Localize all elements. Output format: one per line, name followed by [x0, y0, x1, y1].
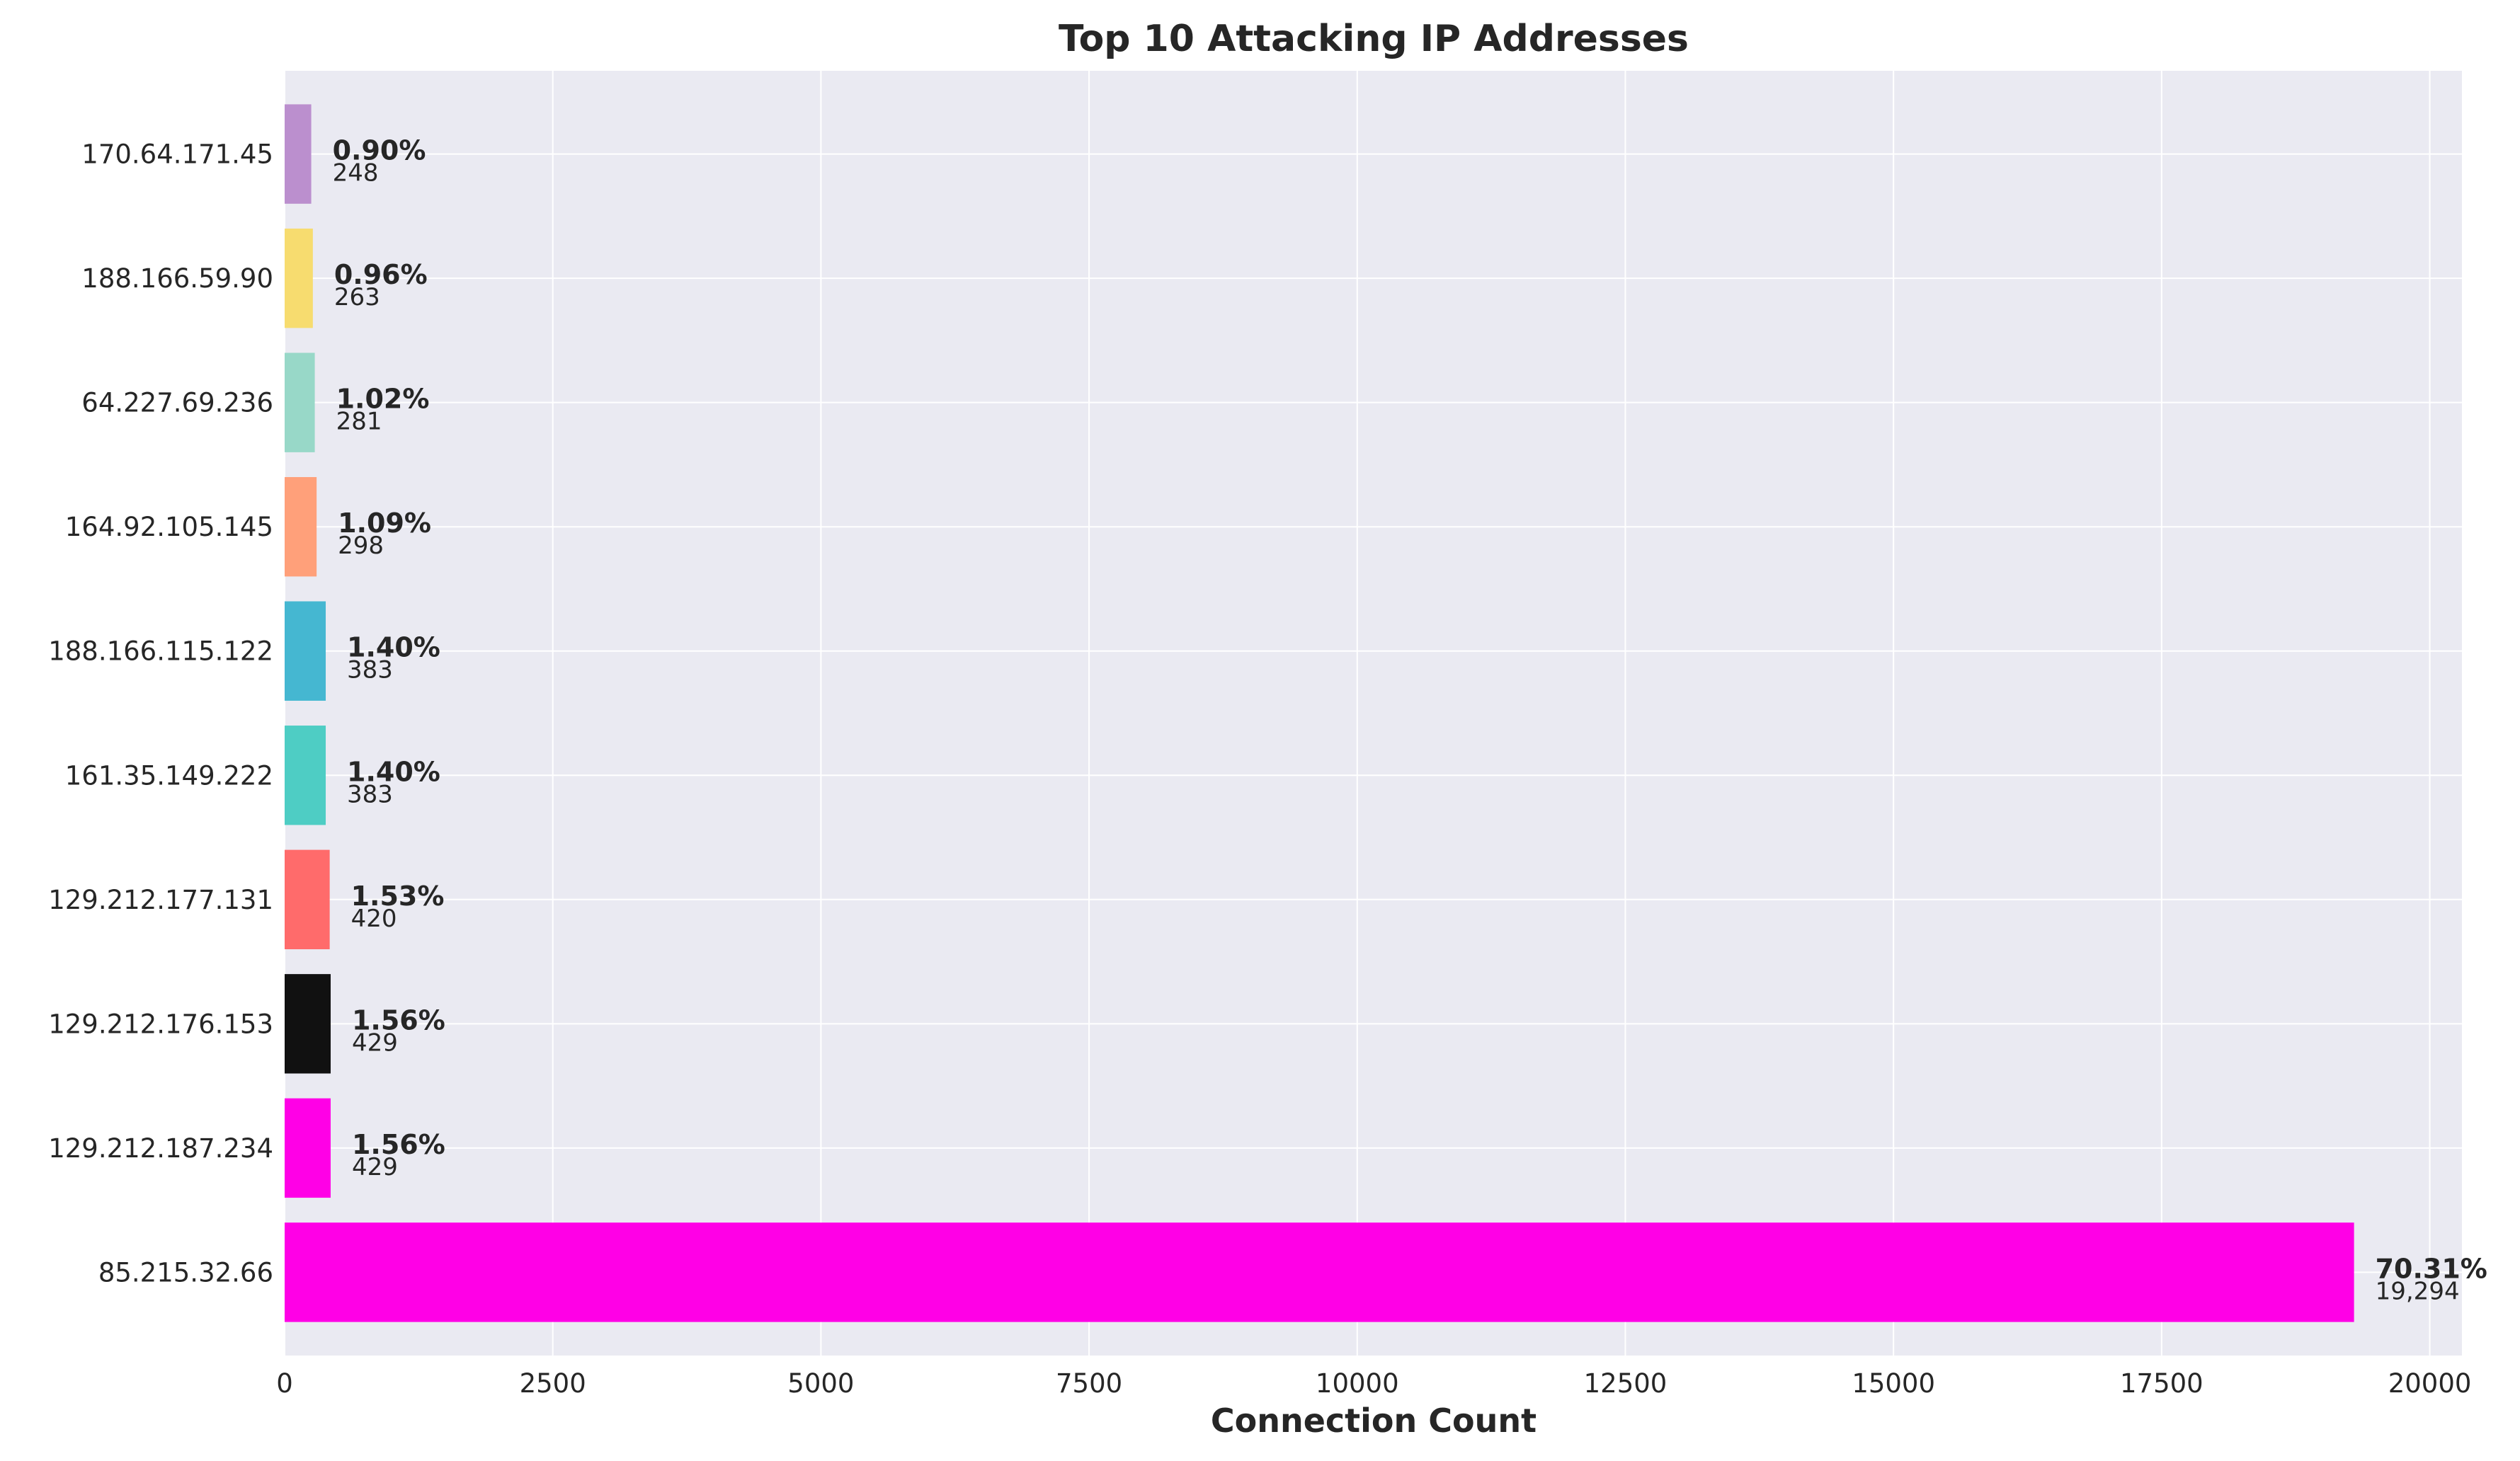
bar-percent-label: 0.90%: [333, 135, 426, 166]
y-tick-label: 188.166.115.122: [48, 636, 273, 667]
bar-count-label: 383: [347, 780, 393, 808]
bar-count-label: 298: [338, 532, 384, 560]
x-tick-label: 0: [276, 1368, 293, 1399]
bar: [285, 849, 330, 950]
bar-percent-label: 1.53%: [351, 881, 445, 912]
bar: [285, 476, 317, 577]
x-tick-label: 17500: [2120, 1368, 2203, 1399]
x-tick-label: 5000: [787, 1368, 854, 1399]
bar-count-label: 19,294: [2376, 1277, 2460, 1305]
bar-percent-label: 0.96%: [334, 259, 428, 290]
bar-count-label: 248: [333, 159, 379, 188]
x-axis-label: Connection Count: [1211, 1402, 1536, 1440]
chart-title: Top 10 Attacking IP Addresses: [1059, 18, 1689, 60]
y-tick-label: 129.212.187.234: [48, 1133, 273, 1164]
x-tick-label: 15000: [1852, 1368, 1935, 1399]
bar-percent-label: 1.56%: [352, 1004, 445, 1036]
y-tick-label: 85.215.32.66: [98, 1257, 273, 1288]
x-tick-label: 12500: [1584, 1368, 1667, 1399]
bar: [285, 726, 326, 825]
bar-count-label: 383: [347, 656, 393, 684]
bar: [285, 353, 315, 452]
y-tick-label: 164.92.105.145: [65, 512, 273, 542]
y-axis-ticks: 85.215.32.66 129.212.187.234 129.212.176.1…: [48, 139, 273, 1288]
bar: [285, 1222, 2354, 1322]
bar-count-label: 263: [334, 283, 380, 311]
bar-labels: 70.31%19,2941.56%4291.56%4291.53%4201.40…: [333, 135, 2487, 1306]
x-tick-label: 7500: [1056, 1368, 1122, 1399]
x-tick-label: 10000: [1316, 1368, 1399, 1399]
bar-count-label: 420: [351, 905, 397, 933]
y-tick-label: 129.212.177.131: [48, 885, 273, 915]
bar: [285, 601, 326, 701]
bar-percent-label: 1.09%: [338, 508, 431, 539]
bar: [285, 974, 331, 1074]
bar-count-label: 429: [352, 1029, 398, 1057]
y-tick-label: 188.166.59.90: [81, 263, 273, 294]
x-axis-ticks: 0 2500 5000 7500 10000 12500 15000 17500 20000: [276, 1368, 2471, 1399]
y-tick-label: 170.64.171.45: [81, 139, 273, 170]
x-tick-label: 2500: [520, 1368, 586, 1399]
x-gridlines: [284, 71, 2431, 1356]
bars: [285, 104, 2354, 1322]
bar: [285, 1098, 331, 1198]
bar-percent-label: 1.56%: [352, 1129, 445, 1160]
y-tick-label: 161.35.149.222: [65, 760, 273, 791]
y-tick-label: 129.212.176.153: [48, 1009, 273, 1039]
bar-percent-label: 1.40%: [347, 632, 440, 663]
x-tick-label: 20000: [2388, 1368, 2472, 1399]
y-gridlines: [285, 153, 2462, 1273]
bar: [285, 228, 313, 328]
bar-count-label: 281: [336, 408, 382, 436]
bar-percent-label: 1.02%: [336, 384, 430, 415]
bar-count-label: 429: [352, 1153, 398, 1181]
plot-area: [285, 71, 2462, 1356]
y-tick-label: 64.227.69.236: [81, 388, 273, 418]
bar-percent-label: 1.40%: [347, 756, 440, 787]
bar: [285, 104, 312, 204]
bar-percent-label: 70.31%: [2376, 1253, 2487, 1284]
